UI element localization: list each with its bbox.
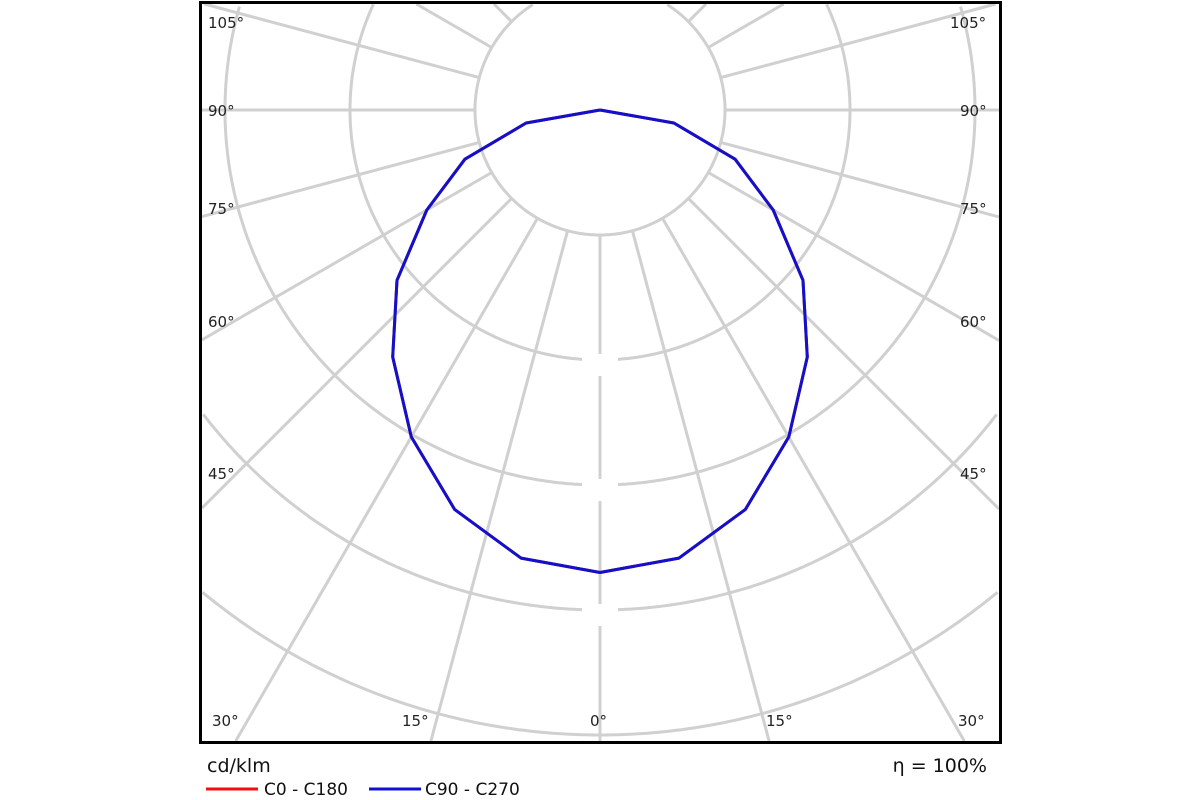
grid-ray <box>429 230 570 742</box>
curves <box>391 108 809 574</box>
grid-ray <box>201 171 493 342</box>
grid-ring <box>473 3 727 237</box>
angle-label-0: 0° <box>590 712 607 730</box>
grid-ray <box>661 217 966 742</box>
grid-ring <box>348 3 852 362</box>
ring-value-gap <box>582 354 618 376</box>
grid-ring <box>223 6 977 487</box>
angle-label-right-105: 105° <box>950 14 986 32</box>
angle-label-right-45: 45° <box>960 465 987 483</box>
unit-label: cd/klm <box>207 755 271 777</box>
efficiency-label: η = 100% <box>893 755 987 777</box>
angle-label-right-90: 90° <box>960 102 987 120</box>
grid-ray <box>204 2 480 80</box>
chart-frame <box>199 1 1002 744</box>
angle-label-left-60: 60° <box>208 313 235 331</box>
angle-label-left-45: 45° <box>208 465 235 483</box>
series-curve-1 <box>391 108 809 574</box>
legend-label-c90-c270: C90 - C270 <box>425 780 520 800</box>
grid-ray <box>415 2 493 49</box>
ring-value-gap <box>582 479 618 501</box>
angle-label-right-60: 60° <box>960 313 987 331</box>
angle-label-left-15: 15° <box>402 712 429 730</box>
legend-label-c0-c180: C0 - C180 <box>264 780 348 800</box>
grid-ray <box>687 197 1001 511</box>
angle-label-left-105: 105° <box>208 14 244 32</box>
grid-ray <box>687 2 708 23</box>
angle-label-left-90: 90° <box>208 102 235 120</box>
grid-ray <box>720 2 996 80</box>
polar-grid <box>200 2 1001 742</box>
grid-ray <box>707 2 785 49</box>
grid-ray <box>707 171 1000 342</box>
grid-ray <box>630 230 771 742</box>
grid-ray <box>492 2 513 23</box>
grid-ray <box>201 140 480 219</box>
angle-label-right-75: 75° <box>960 200 987 218</box>
ring-value-gap <box>582 604 618 626</box>
grid-ray <box>234 217 539 742</box>
angle-label-right-15: 15° <box>766 712 793 730</box>
grid-ray <box>720 140 1000 219</box>
angle-label-left-75: 75° <box>208 200 235 218</box>
grid-ray <box>200 197 513 510</box>
angle-label-right-30: 30° <box>958 712 985 730</box>
angle-label-left-30: 30° <box>212 712 239 730</box>
